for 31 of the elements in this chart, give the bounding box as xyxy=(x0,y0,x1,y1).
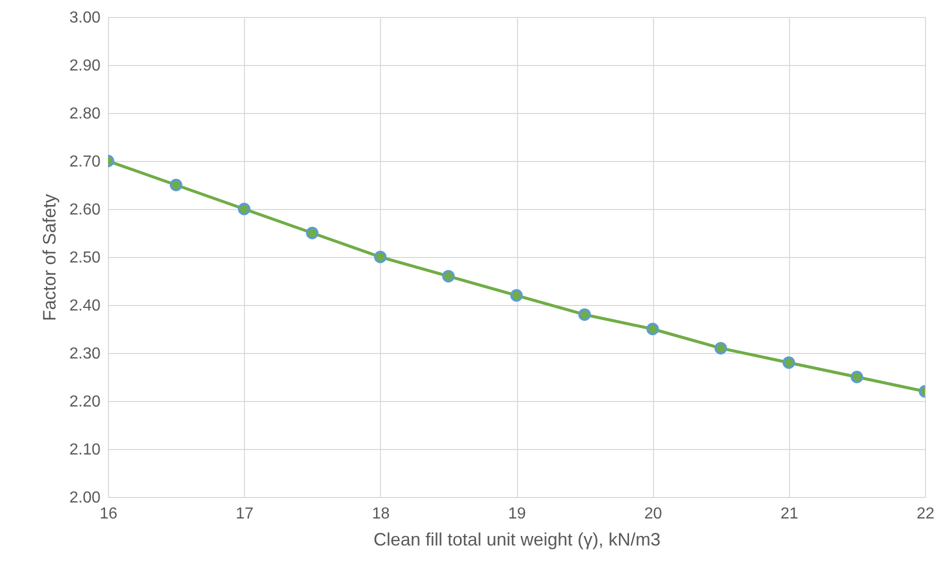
x-tick-label: 19 xyxy=(508,506,526,522)
y-tick-label: 2.40 xyxy=(69,298,101,314)
y-tick-label: 3.00 xyxy=(69,10,101,26)
y-tick-label: 2.60 xyxy=(69,202,101,218)
y-tick-label: 2.80 xyxy=(69,106,101,122)
point xyxy=(782,356,796,369)
point xyxy=(646,322,659,336)
point xyxy=(578,308,591,321)
point xyxy=(442,270,455,282)
y-tick-label: 2.50 xyxy=(69,250,101,266)
x-tick-label: 21 xyxy=(780,506,798,522)
point xyxy=(306,226,318,240)
y-tick-label: 2.20 xyxy=(69,394,101,410)
x-tick-label: 16 xyxy=(100,506,118,522)
y-axis-title: Factor of Safety xyxy=(39,194,60,322)
x-tick-label: 17 xyxy=(236,506,254,522)
y-tick-label: 2.90 xyxy=(69,58,101,74)
x-axis-title: Clean fill total unit weight (γ), kN/m3 xyxy=(373,530,661,550)
point xyxy=(850,370,864,384)
y-tick-label: 2.70 xyxy=(69,154,101,170)
point xyxy=(714,342,727,354)
y-tick-label: 2.00 xyxy=(69,490,101,506)
x-tick-label: 18 xyxy=(372,506,390,522)
point xyxy=(374,250,387,264)
x-tick-label: 22 xyxy=(916,506,934,522)
point xyxy=(510,289,523,302)
x-tick-label: 20 xyxy=(644,506,662,522)
y-tick-label: 2.30 xyxy=(69,346,101,362)
point xyxy=(170,178,182,192)
point xyxy=(238,202,250,216)
y-tick-label: 2.10 xyxy=(69,442,101,458)
